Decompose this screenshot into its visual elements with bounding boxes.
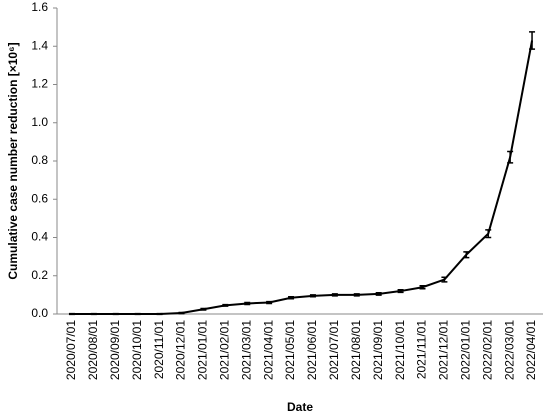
x-tick-label: 2021/09/01: [371, 320, 385, 380]
x-tick-label: 2021/11/01: [415, 320, 429, 379]
error-bar: [266, 300, 273, 305]
error-bar: [288, 296, 295, 300]
x-tick-label: 2020/10/01: [130, 320, 144, 380]
data-line: [71, 40, 534, 315]
y-tick-label: 0.4: [31, 230, 48, 244]
y-tick-label: 0.2: [31, 268, 48, 282]
x-tick-label: 2020/12/01: [174, 320, 188, 380]
error-bar: [441, 276, 448, 283]
error-bar: [375, 292, 382, 296]
x-tick-label: 2022/02/01: [480, 320, 494, 380]
x-tick-label: 2020/07/01: [64, 320, 78, 380]
y-tick-label: 1.6: [31, 0, 48, 14]
x-tick-label: 2021/10/01: [393, 320, 407, 380]
error-bar: [90, 312, 97, 316]
error-bar: [463, 251, 470, 259]
error-bar: [244, 301, 251, 306]
error-bar: [68, 312, 75, 316]
x-tick-label: 2021/03/01: [239, 320, 253, 380]
error-bar: [309, 294, 316, 298]
y-tick-label: 1.2: [31, 77, 48, 91]
y-tick-label: 0.0: [31, 306, 48, 320]
error-bar: [397, 288, 404, 294]
x-tick-label: 2020/09/01: [108, 320, 122, 380]
x-tick-label: 2021/07/01: [327, 320, 341, 380]
error-bar: [156, 312, 163, 316]
error-bar: [178, 311, 185, 315]
error-bar: [353, 293, 360, 297]
error-bar: [419, 284, 426, 290]
x-tick-label: 2021/08/01: [349, 320, 363, 380]
y-tick-label: 1.0: [31, 115, 48, 129]
error-bar: [331, 293, 338, 297]
error-bar: [222, 303, 229, 307]
error-bar: [200, 307, 207, 311]
y-tick-label: 1.4: [31, 38, 48, 52]
x-tick-label: 2022/03/01: [502, 320, 516, 380]
error-bar: [507, 150, 514, 164]
x-tick-label: 2021/05/01: [283, 320, 297, 380]
error-bar: [485, 229, 492, 239]
x-tick-label: 2021/04/01: [261, 320, 275, 380]
error-bar: [529, 31, 536, 50]
x-tick-label: 2021/01/01: [196, 320, 210, 380]
x-tick-label: 2021/12/01: [437, 320, 451, 380]
x-tick-label: 2021/02/01: [217, 320, 231, 380]
x-tick-label: 2020/08/01: [86, 320, 100, 380]
x-tick-label: 2020/11/01: [152, 320, 166, 379]
error-bar: [134, 312, 141, 316]
x-tick-label: 2021/06/01: [305, 320, 319, 380]
y-tick-label: 0.6: [31, 191, 48, 205]
error-bar: [112, 312, 119, 316]
x-tick-label: 2022/04/01: [524, 320, 538, 380]
x-axis-label: Date: [287, 400, 313, 414]
y-axis-label: Cumulative case number reduction [×10⁶]: [6, 42, 20, 279]
y-tick-label: 0.8: [31, 153, 48, 167]
x-tick-label: 2022/01/01: [458, 320, 472, 380]
